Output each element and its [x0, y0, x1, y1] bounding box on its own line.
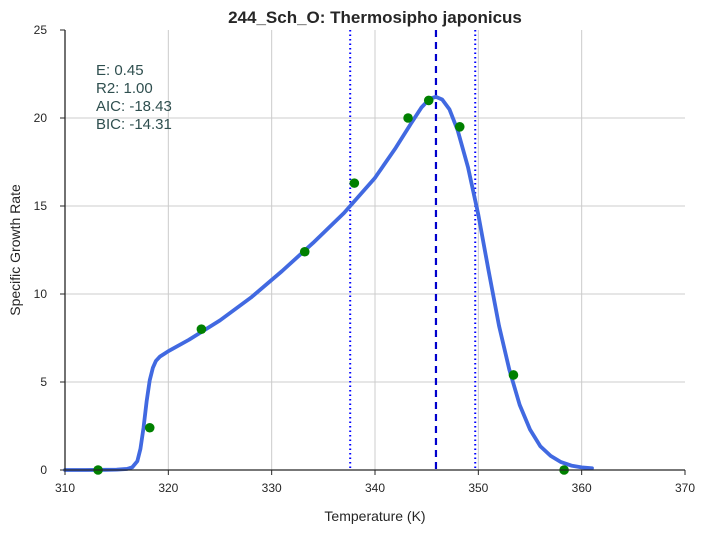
data-point — [144, 422, 155, 433]
y-tick-label: 20 — [34, 111, 48, 125]
data-point — [403, 113, 413, 123]
fit-statistics: E: 0.45 R2: 1.00 AIC: -18.43 BIC: -14.31 — [96, 62, 172, 133]
y-axis-label: Specific Growth Rate — [7, 184, 23, 316]
data-point — [454, 122, 465, 132]
y-tick-label: 25 — [34, 23, 48, 37]
axes — [60, 29, 686, 475]
fitted-curve-layer — [63, 94, 594, 472]
x-tick-label: 320 — [158, 481, 178, 495]
chart-title: 244_Sch_O: Thermosipho japonicus — [228, 8, 522, 27]
x-tick-label: 360 — [572, 481, 592, 495]
data-point — [349, 178, 360, 188]
y-tick-label: 15 — [34, 199, 48, 213]
x-axis-label: Temperature (K) — [324, 508, 425, 524]
x-tick-label: 350 — [468, 481, 488, 495]
x-tick-label: 310 — [55, 481, 75, 495]
data-point — [196, 324, 207, 335]
y-tick-label: 5 — [40, 375, 47, 389]
stat-aic: AIC: -18.43 — [96, 98, 172, 115]
x-tick-label: 370 — [675, 481, 695, 495]
reference-lines — [349, 30, 477, 470]
data-point — [423, 95, 434, 106]
x-tick-label: 330 — [262, 481, 282, 495]
y-tick-label: 10 — [34, 287, 48, 301]
gridlines — [65, 30, 685, 470]
data-point — [299, 246, 310, 257]
fitted-curve — [63, 94, 594, 472]
observed-points-layer — [93, 95, 569, 475]
tick-labels: 310 320 330 340 350 360 370 0 5 10 15 20 25 — [34, 23, 696, 495]
x-tick-label: 340 — [365, 481, 385, 495]
stat-r2: R2: 1.00 — [96, 80, 153, 97]
stat-bic: BIC: -14.31 — [96, 116, 172, 133]
y-tick-label: 0 — [40, 463, 47, 477]
stat-e: E: 0.45 — [96, 62, 144, 79]
data-point — [508, 370, 519, 380]
